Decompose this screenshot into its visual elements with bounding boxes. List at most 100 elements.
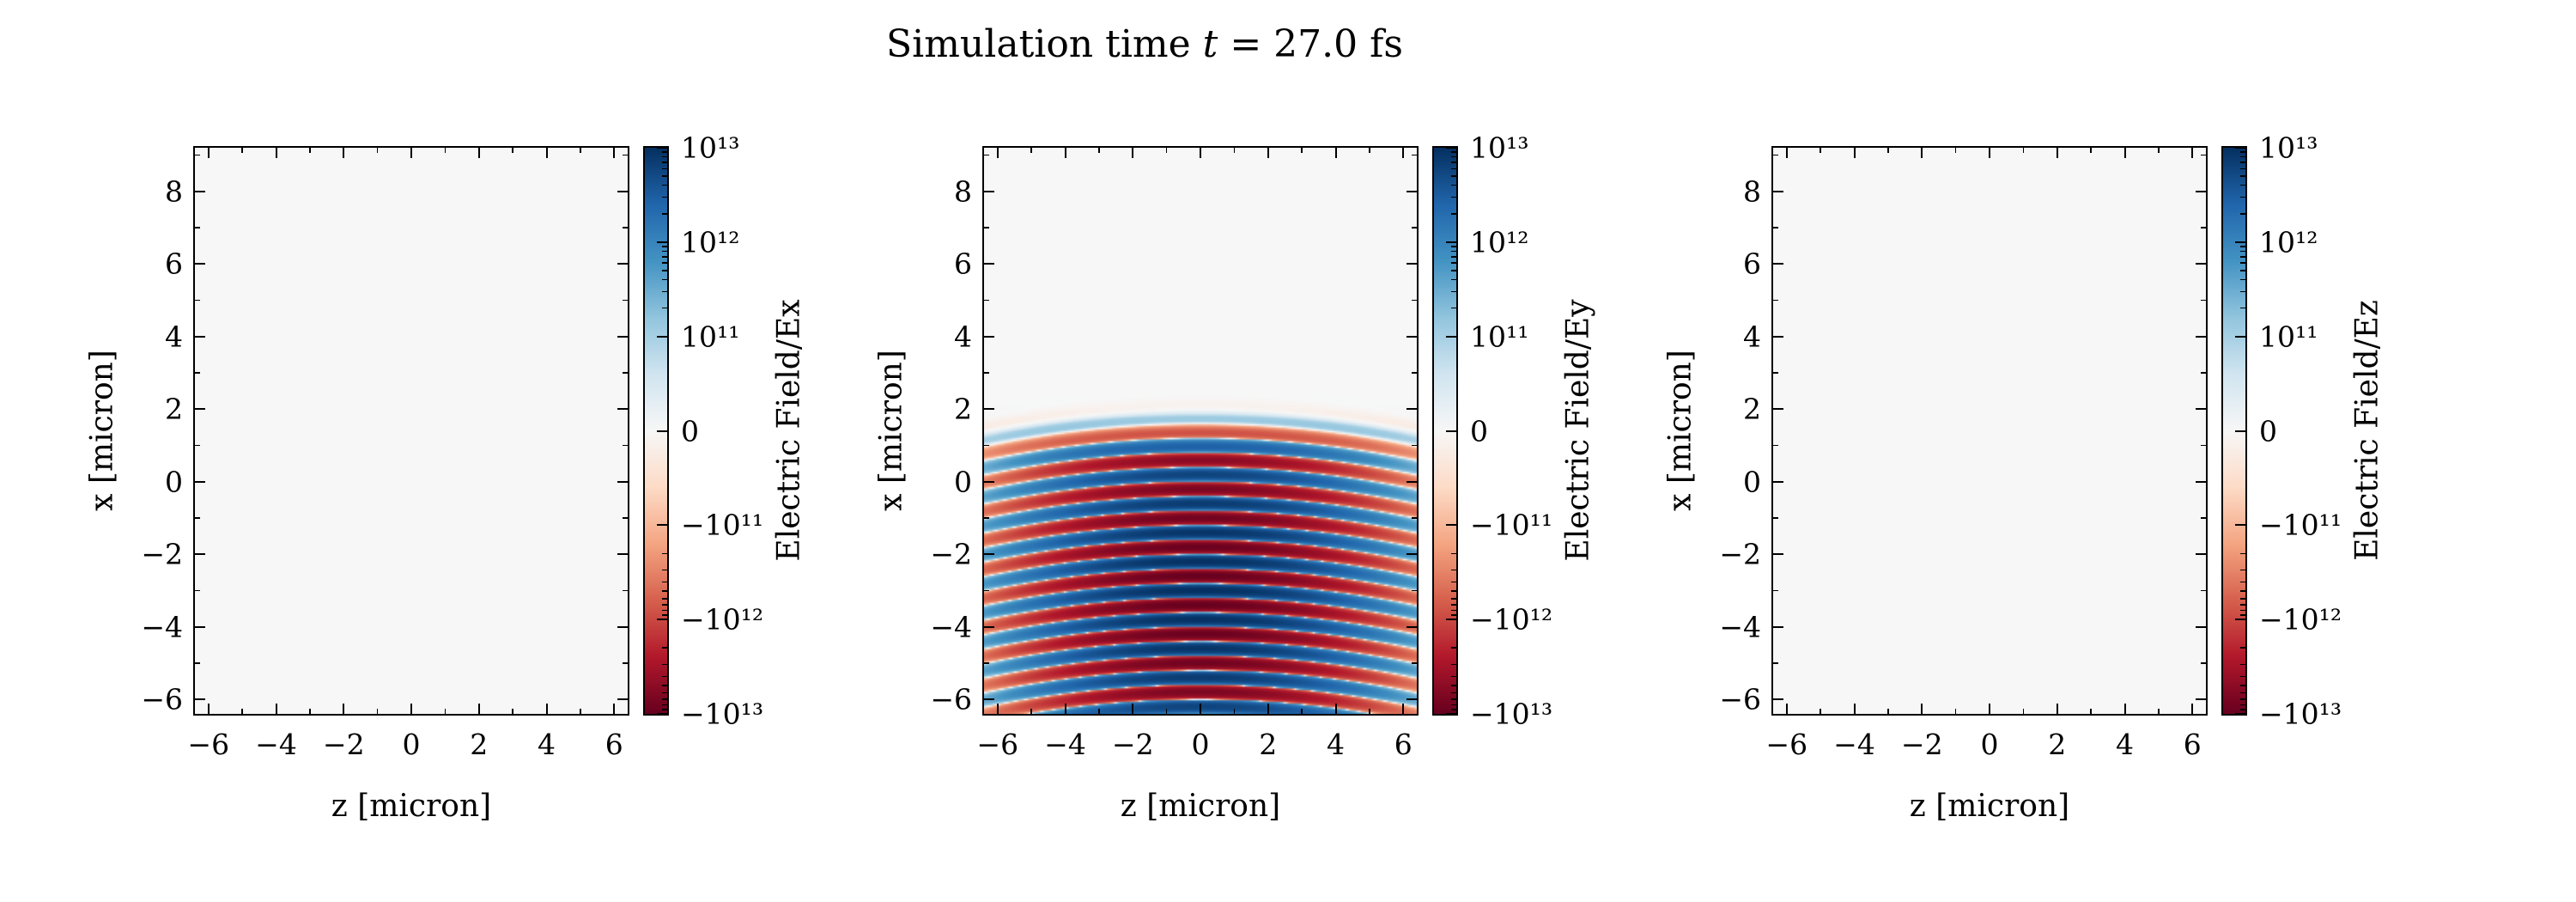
y-tick-mark xyxy=(1412,372,1417,374)
colorbar-minor-tick xyxy=(1451,168,1456,170)
colorbar-minor-tick xyxy=(1451,675,1456,678)
y-tick-label: 4 xyxy=(954,320,972,354)
colorbar-minor-tick xyxy=(662,685,667,686)
colorbar-minor-tick xyxy=(2240,590,2245,592)
colorbar-minor-tick xyxy=(662,698,667,700)
y-tick-mark xyxy=(617,263,628,265)
plot-area-ez xyxy=(1771,146,2208,716)
x-tick-mark xyxy=(1954,148,1957,153)
colorbar-minor-tick xyxy=(662,196,667,198)
y-tick-mark xyxy=(984,625,994,628)
figure-title: Simulation time t = 27.0 fs xyxy=(0,22,2289,66)
colorbar-tick-mark xyxy=(657,335,667,338)
x-tick-mark xyxy=(1820,148,1821,153)
y-tick-mark xyxy=(984,154,989,156)
x-tick-mark xyxy=(1785,148,1788,158)
colorbar-tick-label: 10¹¹ xyxy=(681,320,740,354)
y-tick-mark xyxy=(1406,190,1417,192)
x-tick-mark xyxy=(2191,148,2194,158)
y-tick-mark xyxy=(1412,227,1417,229)
colorbar-minor-tick xyxy=(2240,256,2245,258)
colorbar-tick-mark xyxy=(1446,147,1456,149)
x-tick-mark xyxy=(2022,148,2025,153)
colorbar-tick-label: 0 xyxy=(2259,414,2277,448)
x-tick-label: −4 xyxy=(255,728,297,761)
colorbar-minor-tick xyxy=(662,647,667,649)
colorbar-label-ey: Electric Field/Ey xyxy=(1560,299,1596,562)
colorbar-minor-tick xyxy=(1451,692,1456,694)
colorbar-minor-tick xyxy=(1451,246,1456,247)
y-tick-mark xyxy=(617,408,628,411)
colorbar-minor-tick xyxy=(1451,709,1456,710)
colorbar-minor-tick xyxy=(2240,262,2245,264)
x-tick-label: −6 xyxy=(187,728,230,761)
colorbar-tick-label: 10¹³ xyxy=(681,131,740,165)
colorbar-minor-tick xyxy=(1451,184,1456,186)
title-suffix: = 27.0 fs xyxy=(1218,22,1403,66)
colorbar-tick-mark xyxy=(1446,241,1456,243)
x-tick-mark xyxy=(1132,704,1134,714)
colorbar-minor-tick xyxy=(1451,698,1456,700)
colorbar-label-ez: Electric Field/Ez xyxy=(2349,300,2385,561)
x-tick-mark xyxy=(2090,709,2092,714)
colorbar-minor-tick xyxy=(2240,168,2245,170)
colorbar-minor-tick xyxy=(662,168,667,170)
colorbar-minor-tick xyxy=(662,663,667,666)
colorbar-tick-mark xyxy=(2235,241,2245,243)
y-tick-mark xyxy=(2201,372,2206,374)
x-tick-label: 0 xyxy=(1980,728,1999,761)
y-tick-mark xyxy=(1412,154,1417,156)
colorbar-minor-tick xyxy=(1451,213,1456,215)
subplot-ex: x [micron] z [micron] Electric Field/Ex … xyxy=(85,131,858,902)
colorbar-tick-mark xyxy=(1446,713,1456,715)
x-tick-mark xyxy=(1887,709,1889,714)
x-tick-mark xyxy=(410,704,412,714)
y-tick-mark xyxy=(984,190,994,192)
y-tick-mark xyxy=(1412,589,1417,592)
x-tick-mark xyxy=(1402,704,1405,714)
x-tick-mark xyxy=(309,709,311,714)
y-tick-mark xyxy=(195,299,200,302)
x-tick-label: 4 xyxy=(1327,728,1345,761)
y-tick-mark xyxy=(1412,299,1417,302)
y-tick-mark xyxy=(2196,408,2206,411)
x-tick-mark xyxy=(1098,148,1100,153)
colorbar-minor-tick xyxy=(2240,614,2245,616)
x-tick-mark xyxy=(275,148,277,158)
y-tick-mark xyxy=(984,480,994,483)
x-tick-mark xyxy=(2022,709,2025,714)
y-tick-label: 4 xyxy=(1743,320,1761,354)
colorbar-tick-mark xyxy=(2235,713,2245,715)
x-tick-mark xyxy=(1989,148,1990,158)
y-tick-mark xyxy=(617,335,628,338)
colorbar-tick-label: 0 xyxy=(681,414,699,448)
colorbar-tick-mark xyxy=(1446,524,1456,527)
x-tick-mark xyxy=(613,704,616,714)
x-tick-mark xyxy=(2191,704,2194,714)
x-tick-mark xyxy=(1402,148,1405,158)
y-tick-mark xyxy=(1412,662,1417,664)
colorbar-tick-label: 10¹¹ xyxy=(1470,320,1529,354)
x-tick-mark xyxy=(580,709,581,714)
x-tick-mark xyxy=(1165,148,1168,153)
colorbar-tick-mark xyxy=(1446,430,1456,432)
y-tick-label: −6 xyxy=(1719,682,1761,716)
subplot-ey: x [micron] z [micron] Electric Field/Ey … xyxy=(874,131,1647,902)
colorbar-minor-tick xyxy=(662,604,667,606)
colorbar-minor-tick xyxy=(2240,581,2245,583)
y-tick-mark xyxy=(195,444,200,447)
y-tick-mark xyxy=(195,154,200,156)
colorbar-minor-tick xyxy=(662,246,667,247)
y-tick-mark xyxy=(1773,154,1778,156)
colorbar-minor-tick xyxy=(662,250,667,253)
y-tick-mark xyxy=(984,517,989,519)
x-tick-label: 0 xyxy=(402,728,421,761)
colorbar-minor-tick xyxy=(1451,256,1456,258)
x-tick-mark xyxy=(996,148,999,158)
y-tick-mark xyxy=(617,190,628,192)
colorbar-minor-tick xyxy=(2240,709,2245,710)
x-tick-mark xyxy=(207,148,210,158)
colorbar-minor-tick xyxy=(1451,250,1456,253)
colorbar-minor-tick xyxy=(2240,598,2245,600)
y-tick-mark xyxy=(195,227,200,229)
